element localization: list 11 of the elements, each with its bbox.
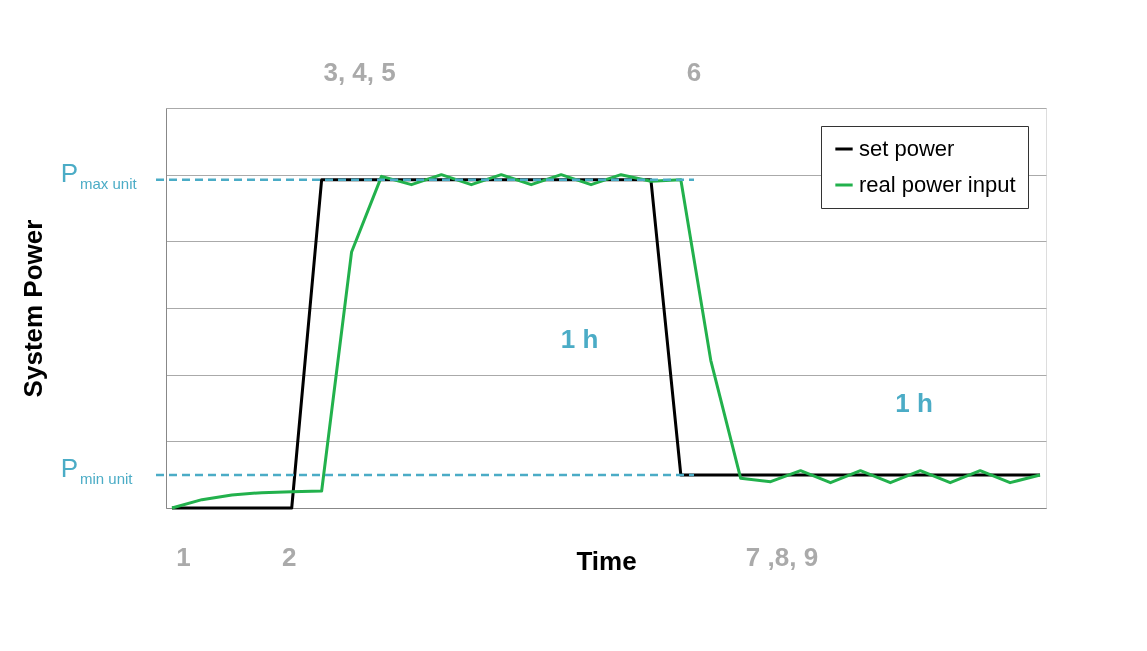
legend-label: set power [859, 136, 955, 161]
x-axis-title: Time [576, 545, 637, 576]
text: 2 [281, 542, 297, 572]
text: 6 [686, 57, 702, 87]
text: 1 [176, 542, 191, 572]
y-axis-title: System Power [17, 219, 48, 398]
text: 3, 4, 5 [323, 57, 396, 87]
text: 7 ,8, 9 [745, 542, 819, 572]
legend-label: real power input [859, 172, 1016, 197]
annotation: 1 h [560, 324, 599, 354]
annotation: 1 h [895, 388, 933, 418]
